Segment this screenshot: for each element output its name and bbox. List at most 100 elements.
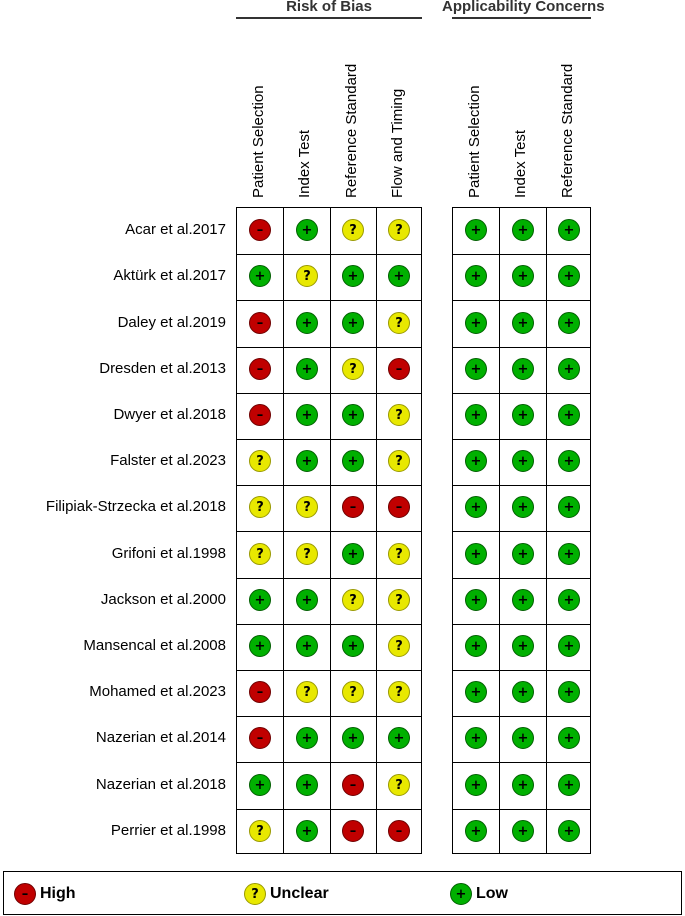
high-judgement-icon: – [249, 404, 271, 426]
grid-row-divider [453, 624, 590, 625]
column-header: Patient Selection [250, 85, 267, 198]
low-judgement-icon: + [388, 265, 410, 287]
low-judgement-icon: + [296, 358, 318, 380]
grid-row-divider [237, 716, 421, 717]
low-judgement-icon: + [465, 404, 487, 426]
study-label: Jackson et al.2000 [100, 591, 226, 608]
study-label: Grifoni et al.1998 [111, 545, 226, 562]
grid-row-divider [453, 485, 590, 486]
grid-row-divider [237, 254, 421, 255]
low-judgement-icon: + [296, 727, 318, 749]
unclear-judgement-icon: ? [388, 450, 410, 472]
low-judgement-icon: + [342, 543, 364, 565]
low-judgement-icon: + [465, 450, 487, 472]
unclear-judgement-icon: ? [388, 774, 410, 796]
legend-label: Unclear [270, 885, 329, 902]
low-judgement-icon: + [465, 543, 487, 565]
high-judgement-icon: – [388, 358, 410, 380]
unclear-judgement-icon: ? [388, 635, 410, 657]
grid-row-divider [237, 670, 421, 671]
low-judgement-icon: + [465, 358, 487, 380]
grid-row-divider [237, 439, 421, 440]
study-label: Mohamed et al.2023 [89, 683, 226, 700]
grid-row-divider [453, 531, 590, 532]
column-header: Reference Standard [559, 63, 576, 198]
low-judgement-icon: + [249, 774, 271, 796]
low-judgement-icon: + [296, 312, 318, 334]
high-judgement-icon: – [342, 496, 364, 518]
unclear-judgement-icon: ? [388, 589, 410, 611]
study-label: Perrier et al.1998 [110, 822, 226, 839]
low-judgement-icon: + [465, 727, 487, 749]
low-judgement-icon: + [558, 635, 580, 657]
grid-column-divider [330, 208, 331, 853]
unclear-judgement-icon: ? [388, 681, 410, 703]
unclear-judgement-icon: ? [296, 265, 318, 287]
low-judgement-icon: + [512, 496, 534, 518]
grid-row-divider [453, 716, 590, 717]
judgement-grid: – +?? +? + + – + +? – +? – – + +?? + +??? – –?? +? + +?? + + +?… [236, 207, 422, 854]
low-judgement-icon: + [512, 219, 534, 241]
grid-row-divider [237, 809, 421, 810]
grid-row-divider [453, 762, 590, 763]
low-judgement-icon: + [512, 774, 534, 796]
low-judgement-icon: + [512, 727, 534, 749]
legend-item-high: – High [14, 883, 76, 905]
unclear-icon: ? [244, 883, 266, 905]
study-label: Daley et al.2019 [117, 314, 226, 331]
study-label: Filipiak-Strzecka et al.2018 [45, 498, 226, 515]
low-judgement-icon: + [512, 265, 534, 287]
grid-row-divider [453, 809, 590, 810]
low-judgement-icon: + [512, 820, 534, 842]
grid-row-divider [453, 670, 590, 671]
group-title: Risk of Bias [286, 0, 372, 15]
legend: – High? Unclear + Low [3, 871, 682, 915]
unclear-judgement-icon: ? [249, 496, 271, 518]
study-label: Nazerian et al.2014 [95, 729, 226, 746]
unclear-judgement-icon: ? [388, 219, 410, 241]
grid-row-divider [237, 531, 421, 532]
grid-column-divider [499, 208, 500, 853]
low-judgement-icon: + [342, 312, 364, 334]
low-judgement-icon: + [558, 404, 580, 426]
low-judgement-icon: + [342, 727, 364, 749]
grid-row-divider [237, 347, 421, 348]
low-judgement-icon: + [249, 265, 271, 287]
unclear-judgement-icon: ? [342, 358, 364, 380]
column-header: Flow and Timing [389, 88, 406, 198]
unclear-judgement-icon: ? [249, 820, 271, 842]
study-label: Mansencal et al.2008 [83, 637, 226, 654]
grid-row-divider [453, 439, 590, 440]
grid-column-divider [376, 208, 377, 853]
grid-row-divider [237, 393, 421, 394]
grid-row-divider [237, 300, 421, 301]
grid-row-divider [237, 578, 421, 579]
study-label: Aktürk et al.2017 [113, 267, 226, 284]
high-judgement-icon: – [342, 820, 364, 842]
high-judgement-icon: – [249, 312, 271, 334]
grid-row-divider [453, 393, 590, 394]
column-header: Index Test [512, 129, 529, 198]
low-judgement-icon: + [249, 589, 271, 611]
low-judgement-icon: + [465, 589, 487, 611]
grid-row-divider [237, 624, 421, 625]
low-judgement-icon: + [558, 358, 580, 380]
low-judgement-icon: + [558, 312, 580, 334]
legend-label: High [40, 885, 76, 902]
high-judgement-icon: – [249, 727, 271, 749]
low-judgement-icon: + [512, 358, 534, 380]
low-judgement-icon: + [512, 543, 534, 565]
low-judgement-icon: + [558, 727, 580, 749]
low-judgement-icon: + [558, 774, 580, 796]
low-judgement-icon: + [465, 265, 487, 287]
grid-row-divider [453, 347, 590, 348]
high-judgement-icon: – [342, 774, 364, 796]
low-judgement-icon: + [512, 404, 534, 426]
unclear-judgement-icon: ? [388, 404, 410, 426]
high-judgement-icon: – [388, 496, 410, 518]
low-judgement-icon: + [512, 312, 534, 334]
group-underline [452, 17, 591, 19]
unclear-judgement-icon: ? [296, 543, 318, 565]
judgement-grid: + + + + + + + + + + + + + + + + + + + + + + + + + + + + + + + + + + + + + + + +… [452, 207, 591, 854]
grid-row-divider [237, 485, 421, 486]
